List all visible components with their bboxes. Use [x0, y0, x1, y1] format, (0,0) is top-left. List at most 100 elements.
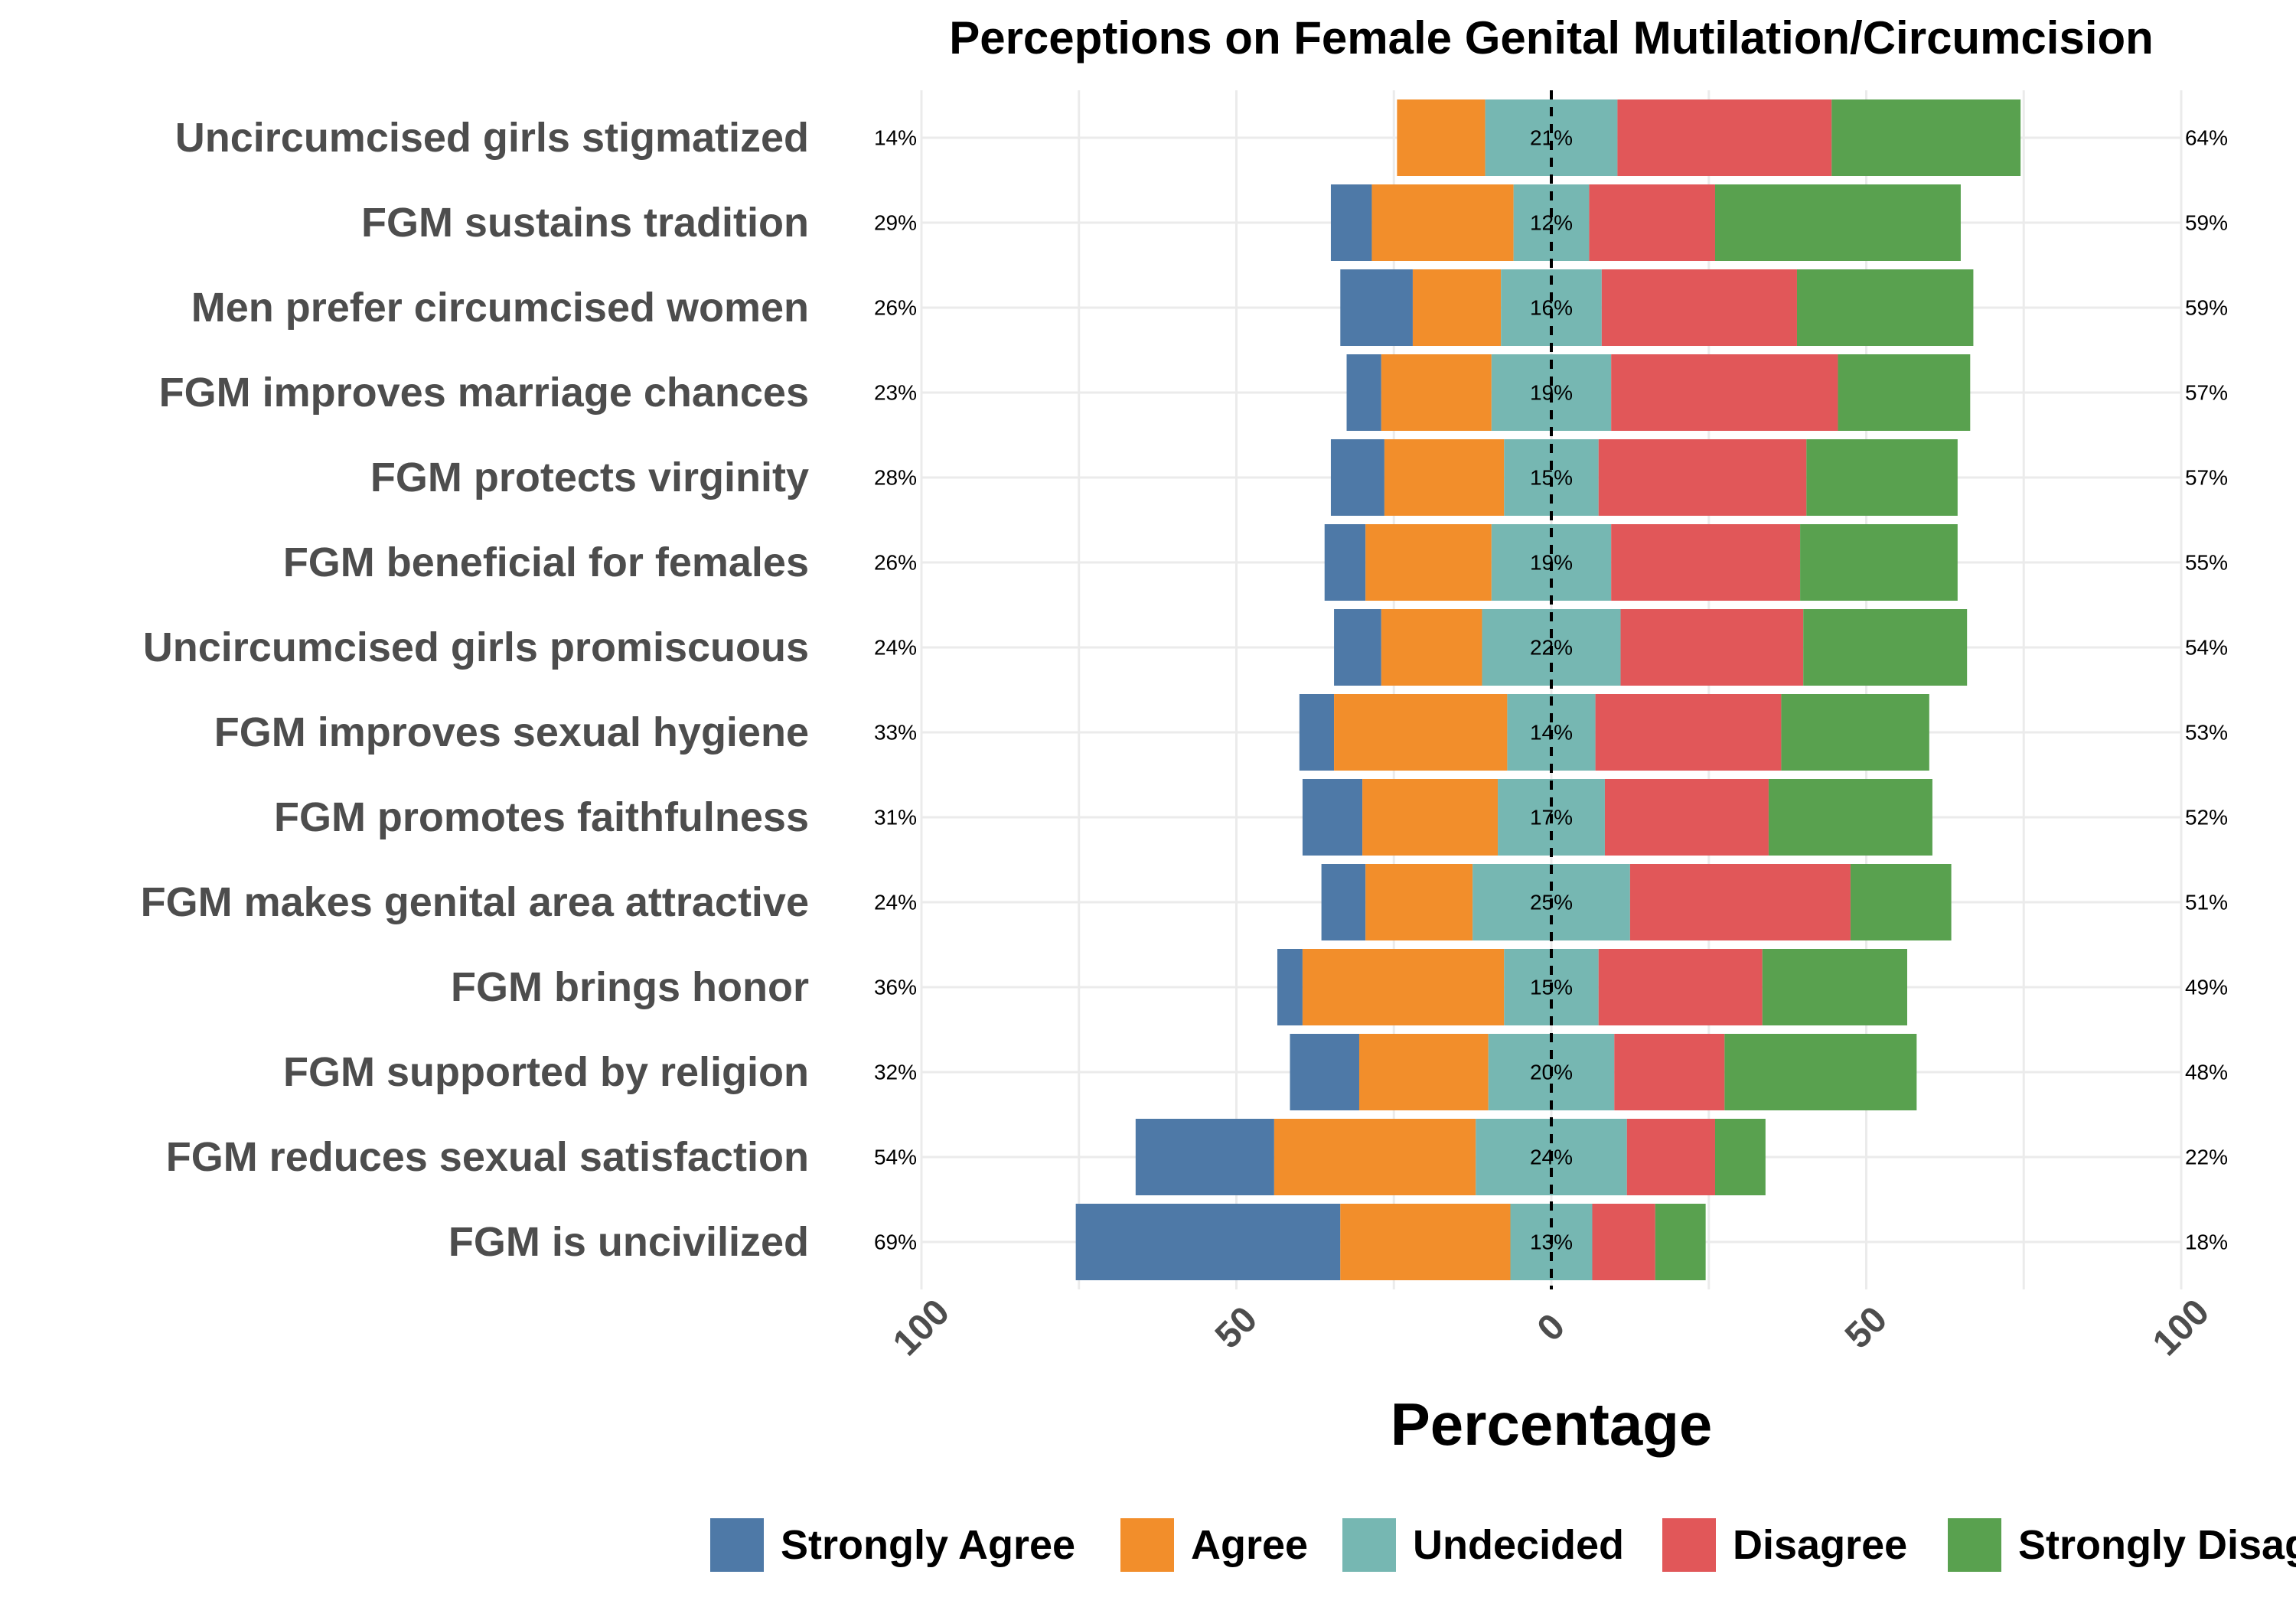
bar-disagree: [1629, 864, 1851, 940]
bar-agree: [1274, 1119, 1476, 1195]
bar-disagree: [1620, 609, 1804, 686]
legend-swatch-agree: [1120, 1518, 1174, 1572]
percent-label-undecided: 19%: [1530, 551, 1573, 575]
percent-labels: 14% 21% 64% 29% 12% 59% 26% 16% 59% 23% 19% 57% 28% 1…: [874, 126, 2228, 1254]
bar-agree: [1340, 1204, 1511, 1280]
bar-disagree: [1592, 1204, 1655, 1280]
percent-label-disagree: 57%: [2185, 381, 2228, 405]
percent-label-undecided: 24%: [1530, 1146, 1573, 1169]
percent-label-disagree: 54%: [2185, 636, 2228, 660]
percent-label-disagree: 59%: [2185, 296, 2228, 320]
percent-label-agree: 14%: [874, 126, 917, 150]
percent-label-agree: 26%: [874, 296, 917, 320]
category-label: FGM improves marriage chances: [159, 370, 809, 416]
bar-strongly-agree: [1302, 779, 1363, 856]
legend: Strongly Agree Agree Undecided Disagree Stro…: [710, 1518, 2296, 1572]
x-tick-label: 0: [1530, 1306, 1573, 1349]
bar-strongly-disagree: [1714, 1119, 1766, 1195]
bar-agree: [1365, 524, 1492, 601]
bar-strongly-agree: [1075, 1204, 1341, 1280]
percent-label-undecided: 20%: [1530, 1061, 1573, 1084]
legend-swatch-undecided: [1342, 1518, 1396, 1572]
percent-label-undecided: 21%: [1530, 126, 1573, 150]
percent-label-disagree: 52%: [2185, 806, 2228, 830]
bars: [1075, 99, 2021, 1280]
percent-label-agree: 54%: [874, 1146, 917, 1169]
bar-strongly-agree: [1277, 949, 1303, 1025]
bar-strongly-disagree: [1806, 439, 1958, 516]
bar-strongly-agree: [1135, 1119, 1274, 1195]
percent-label-agree: 28%: [874, 466, 917, 490]
percent-label-undecided: 22%: [1530, 636, 1573, 660]
category-label: Men prefer circumcised women: [191, 285, 809, 331]
bar-disagree: [1601, 269, 1797, 346]
bar-disagree: [1626, 1119, 1715, 1195]
bar-strongly-disagree: [1724, 1034, 1917, 1110]
percent-label-undecided: 17%: [1530, 806, 1573, 830]
bar-strongly-agree: [1321, 864, 1366, 940]
bar-disagree: [1595, 694, 1782, 771]
percent-label-undecided: 16%: [1530, 296, 1573, 320]
percent-label-disagree: 55%: [2185, 551, 2228, 575]
bar-strongly-disagree: [1796, 269, 1974, 346]
bar-strongly-disagree: [1800, 524, 1958, 601]
percent-label-agree: 36%: [874, 976, 917, 999]
bar-disagree: [1604, 779, 1769, 856]
percent-label-agree: 33%: [874, 721, 917, 745]
bar-agree: [1371, 184, 1514, 261]
bar-strongly-agree: [1330, 184, 1372, 261]
x-tick-label: 50: [1208, 1299, 1265, 1356]
bar-disagree: [1614, 1034, 1725, 1110]
x-tick-label: 100: [885, 1292, 957, 1364]
legend-swatch-disagree: [1662, 1518, 1716, 1572]
percent-label-agree: 31%: [874, 806, 917, 830]
bar-agree: [1334, 694, 1508, 771]
percent-label-disagree: 57%: [2185, 466, 2228, 490]
percent-label-agree: 26%: [874, 551, 917, 575]
category-label: FGM beneficial for females: [283, 539, 809, 585]
percent-label-undecided: 15%: [1530, 466, 1573, 490]
legend-label-undecided: Undecided: [1413, 1522, 1624, 1568]
legend-label-strongly-agree: Strongly Agree: [781, 1522, 1075, 1568]
category-label: Uncircumcised girls promiscuous: [143, 624, 809, 670]
percent-label-agree: 69%: [874, 1231, 917, 1254]
percent-label-disagree: 49%: [2185, 976, 2228, 999]
x-tick-labels: 100 50 0 50 100: [885, 1292, 2217, 1364]
legend-label-agree: Agree: [1191, 1522, 1308, 1568]
bar-strongly-disagree: [1838, 354, 1971, 431]
bar-strongly-agree: [1346, 354, 1381, 431]
percent-label-disagree: 48%: [2185, 1061, 2228, 1084]
percent-label-agree: 23%: [874, 381, 917, 405]
percent-label-undecided: 12%: [1530, 211, 1573, 235]
legend-label-strongly-disagree: Strongly Disagree: [2018, 1522, 2296, 1568]
percent-label-disagree: 22%: [2185, 1146, 2228, 1169]
bar-strongly-agree: [1340, 269, 1413, 346]
bar-strongly-agree: [1324, 524, 1366, 601]
percent-label-disagree: 18%: [2185, 1231, 2228, 1254]
category-label: FGM supported by religion: [283, 1049, 809, 1095]
percent-label-agree: 29%: [874, 211, 917, 235]
category-label: FGM sustains tradition: [361, 200, 809, 246]
category-label: FGM brings honor: [451, 964, 809, 1010]
category-label: FGM promotes faithfulness: [274, 794, 809, 840]
percent-label-undecided: 25%: [1530, 891, 1573, 914]
percent-label-disagree: 53%: [2185, 721, 2228, 745]
legend-label-disagree: Disagree: [1733, 1522, 1907, 1568]
bar-agree: [1365, 864, 1473, 940]
bar-disagree: [1611, 354, 1838, 431]
bar-disagree: [1598, 439, 1807, 516]
bar-agree: [1358, 1034, 1489, 1110]
legend-swatch-strongly-disagree: [1948, 1518, 2001, 1572]
x-tick-label: 50: [1838, 1299, 1895, 1356]
percent-label-undecided: 14%: [1530, 721, 1573, 745]
legend-swatch-strongly-agree: [710, 1518, 764, 1572]
bar-strongly-agree: [1330, 439, 1384, 516]
category-label: FGM improves sexual hygiene: [214, 709, 809, 755]
bar-disagree: [1617, 99, 1832, 176]
category-label: FGM reduces sexual satisfaction: [166, 1134, 809, 1180]
percent-label-agree: 24%: [874, 636, 917, 660]
chart-title: Perceptions on Female Genital Mutilation…: [949, 12, 2154, 64]
bar-disagree: [1589, 184, 1715, 261]
